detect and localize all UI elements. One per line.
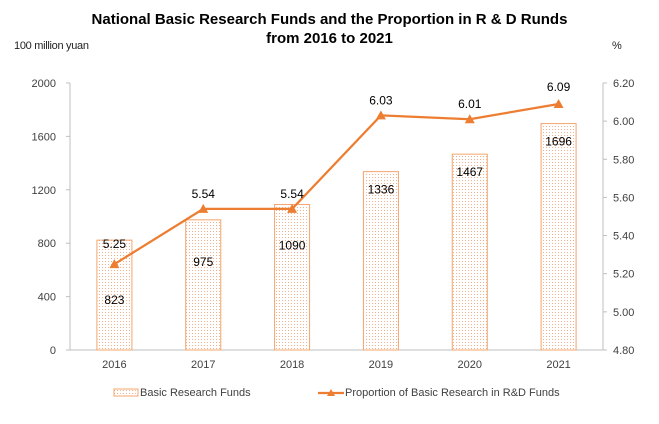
bar-data-label: 1336 — [368, 183, 395, 197]
right-axis-tick-label: 5.20 — [613, 269, 634, 281]
line-marker-triangle — [109, 259, 120, 269]
line-data-label: 6.09 — [547, 80, 571, 94]
bar-data-label: 823 — [104, 293, 124, 307]
line-data-label: 5.54 — [192, 187, 216, 201]
bars-group — [96, 123, 577, 351]
legend-swatch-triangle-icon — [327, 389, 335, 396]
legend-swatch-bar — [113, 388, 139, 397]
x-axis-tick-label: 2021 — [546, 359, 570, 371]
bar-data-label: 1090 — [279, 238, 306, 252]
bar-data-label: 1467 — [456, 165, 483, 179]
line-marker-triangle — [553, 98, 564, 108]
bar — [451, 153, 488, 351]
chart-title-line-2: from 2016 to 2021 — [266, 30, 393, 47]
left-axis-unit-label: 100 million yuan — [14, 40, 89, 52]
bar — [540, 123, 577, 351]
line-data-label: 5.25 — [103, 237, 127, 251]
bar — [274, 203, 311, 351]
line-data-label: 5.54 — [280, 187, 304, 201]
axes-group: 0 400 800 1200 1600 2000 4.80 5.00 5.20 5.40 5.60 5… — [32, 78, 635, 371]
x-axis-tick-label: 2016 — [102, 359, 126, 371]
left-axis-tick-label: 400 — [38, 292, 56, 304]
right-axis-tick-label: 5.80 — [613, 154, 634, 166]
chart-title-line-1: National Basic Research Funds and the Pr… — [91, 11, 568, 28]
x-axis-tick-label: 2020 — [458, 359, 482, 371]
legend-label: Basic Research Funds — [140, 387, 251, 399]
line-series-path — [113, 102, 559, 266]
line-marker-triangle — [198, 203, 209, 213]
line-data-label: 6.03 — [369, 93, 393, 107]
left-axis-tick-label: 1200 — [32, 185, 56, 197]
x-axis-tick-label: 2017 — [191, 359, 215, 371]
left-axis-tick-label: 0 — [50, 345, 56, 357]
line-marker-triangle — [464, 114, 475, 124]
right-axis-tick-label: 6.00 — [613, 116, 634, 128]
right-axis-tick-label: 5.40 — [613, 231, 634, 243]
bar-data-label: 1696 — [545, 135, 572, 149]
x-axis-tick-label: 2019 — [369, 359, 393, 371]
right-axis-unit-label: % — [612, 40, 622, 52]
x-axis-tick-label: 2018 — [280, 359, 304, 371]
legend-item-proportion: Proportion of Basic Research in R&D Fund… — [318, 387, 560, 399]
line-marker-triangle — [287, 203, 298, 213]
right-axis-tick-label: 6.20 — [613, 78, 634, 90]
data-labels-group: 823 975 1090 1336 1467 1696 5.25 5.54 5.54 6.03 6.… — [103, 80, 573, 307]
bar-data-label: 975 — [193, 255, 213, 269]
legend-item-basic-research-funds: Basic Research Funds — [113, 387, 251, 399]
left-axis-tick-label: 800 — [38, 238, 56, 250]
bar — [362, 171, 399, 351]
line-series-group — [109, 98, 564, 269]
line-data-label: 6.01 — [458, 97, 482, 111]
right-axis-tick-label: 5.60 — [613, 192, 634, 204]
bar — [96, 239, 133, 351]
line-marker-triangle — [375, 110, 386, 120]
bar — [185, 219, 222, 351]
legend-label: Proportion of Basic Research in R&D Fund… — [345, 387, 560, 399]
left-axis-tick-label: 1600 — [32, 131, 56, 143]
left-axis-tick-label: 2000 — [32, 78, 56, 90]
right-axis-tick-label: 5.00 — [613, 307, 634, 319]
right-axis-tick-label: 4.80 — [613, 345, 634, 357]
chart-title: National Basic Research Funds and the Pr… — [0, 10, 659, 48]
legend: Basic Research Funds Proportion of Basic … — [113, 387, 560, 399]
